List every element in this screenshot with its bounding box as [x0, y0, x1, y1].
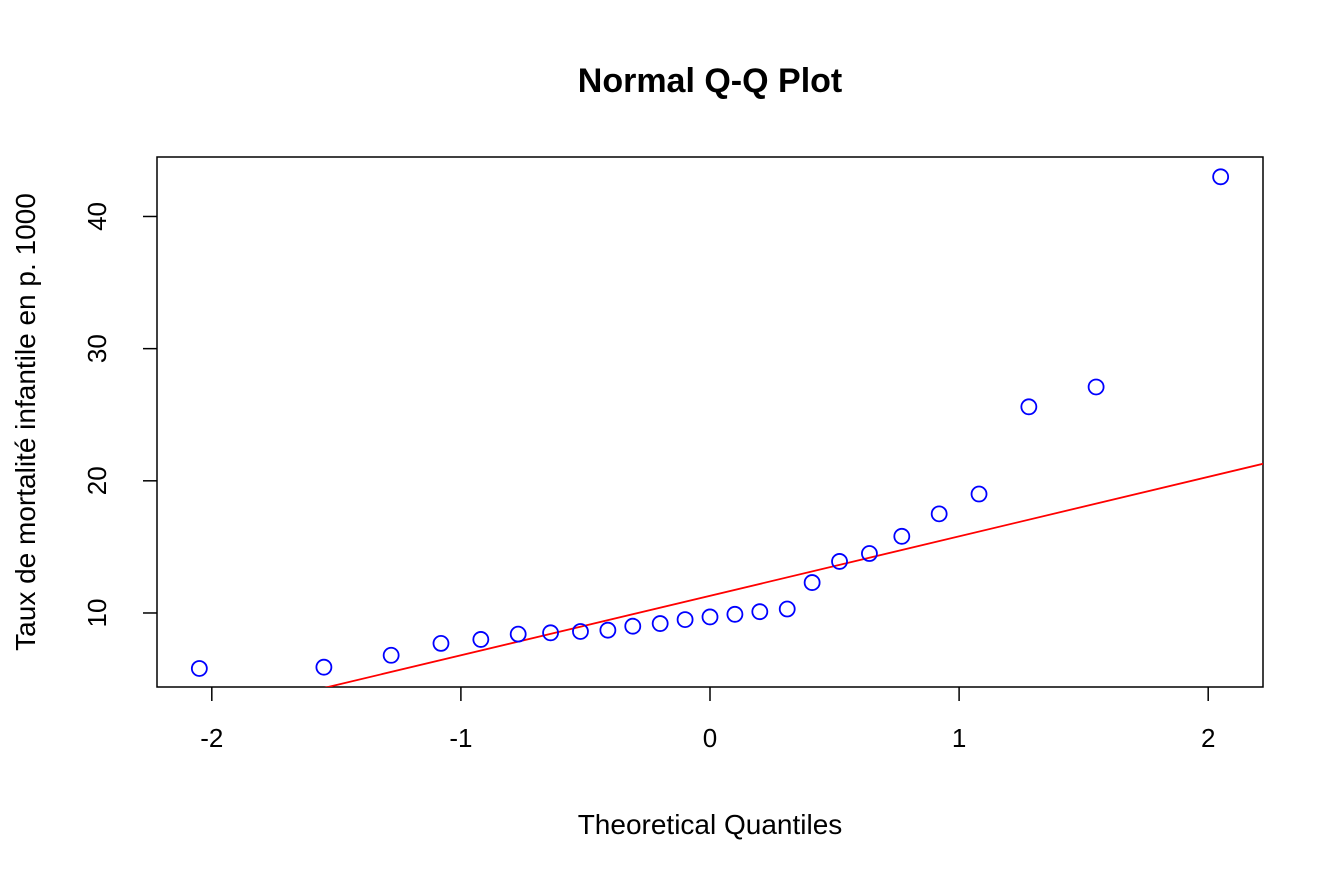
data-point [701, 608, 719, 626]
data-point [572, 623, 589, 640]
data-point [726, 605, 744, 623]
data-point [651, 615, 669, 632]
data-point [382, 646, 400, 664]
y-tick-label: 10 [82, 599, 112, 628]
data-point [970, 485, 988, 503]
y-axis: 10 20 30 40 [82, 202, 157, 627]
data-point [1020, 398, 1038, 416]
plot-area [156, 156, 1264, 688]
x-tick-label: 1 [952, 723, 966, 753]
x-tick-label: 0 [703, 723, 717, 753]
x-axis-label: Theoretical Quantiles [578, 809, 843, 840]
data-point [1212, 168, 1230, 186]
plot-frame [156, 156, 1264, 688]
data-point [831, 553, 848, 570]
data-point [472, 631, 490, 648]
data-point [542, 624, 559, 642]
data-point [803, 574, 821, 591]
data-point [861, 545, 878, 562]
data-point [509, 625, 527, 643]
data-point [676, 611, 694, 628]
data-point [315, 658, 333, 676]
data-point [624, 617, 642, 635]
data-point [190, 660, 208, 677]
x-tick-label: -1 [449, 723, 472, 753]
data-point [778, 600, 796, 618]
qq-reference-line [324, 462, 1263, 687]
data-point [1087, 378, 1105, 396]
y-tick-label: 30 [82, 334, 112, 363]
data-point [599, 621, 617, 639]
x-axis: -2 -1 0 1 2 [200, 687, 1215, 753]
y-tick-label: 20 [82, 466, 112, 495]
data-point [751, 603, 769, 621]
data-point [930, 505, 948, 523]
y-axis-label: Taux de mortalité infantile en p. 1000 [10, 193, 41, 651]
x-tick-label: -2 [200, 723, 223, 753]
data-point [432, 634, 450, 652]
chart-title: Normal Q-Q Plot [578, 62, 842, 100]
y-tick-label: 40 [82, 202, 112, 231]
data-point [893, 527, 911, 545]
x-tick-label: 2 [1201, 723, 1215, 753]
